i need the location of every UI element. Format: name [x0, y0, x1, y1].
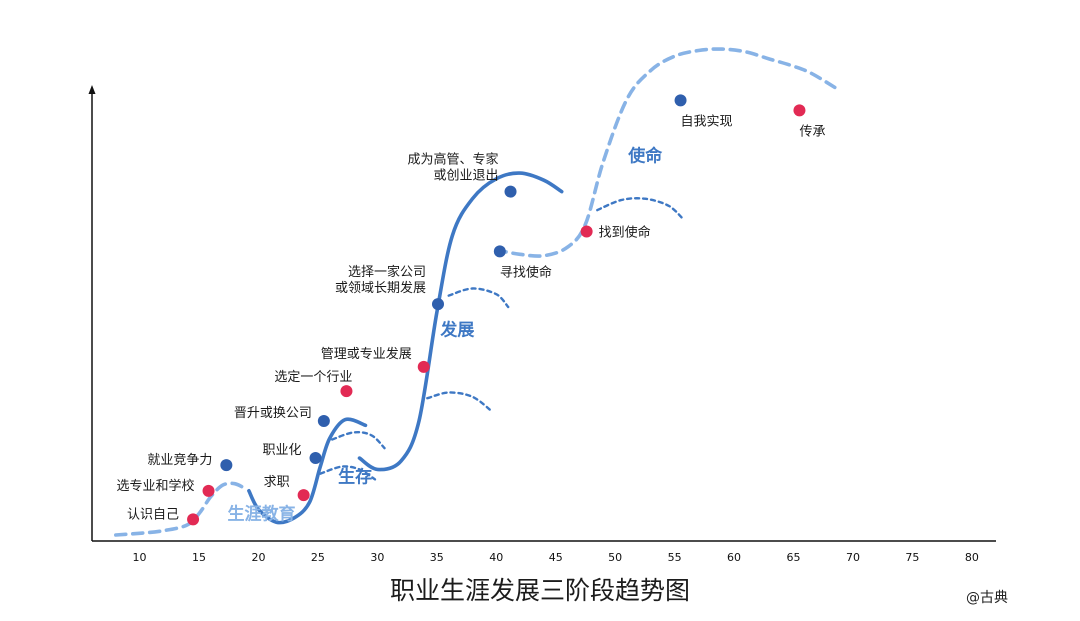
milestone-point-red — [580, 225, 593, 238]
milestone-label: 寻找使命 — [500, 264, 552, 280]
stage-curve-2-dashed — [319, 465, 377, 481]
milestone-label: 选专业和学校 — [117, 478, 195, 494]
milestone-point-red — [340, 385, 353, 398]
milestone-label: 选定一个行业 — [274, 370, 352, 385]
stage-label: 生涯教育 — [228, 503, 296, 524]
y-axis-arrow-icon — [88, 85, 96, 94]
stage-curve-3-dashed — [426, 391, 493, 413]
milestone-point-blue — [493, 245, 506, 258]
x-tick-labels: 10 15 20 25 30 35 40 45 50 55 60 65 70 75 80 — [133, 551, 979, 564]
x-tick-label: 10 — [133, 551, 147, 564]
milestone-label: 选择一家公司或领域长期发展 — [335, 264, 426, 296]
milestone-point-blue — [504, 185, 517, 198]
x-tick-label: 55 — [668, 551, 682, 564]
milestone-point-blue — [220, 459, 233, 472]
x-tick-label: 15 — [192, 551, 206, 564]
stage-curve-1-dashed — [114, 481, 249, 537]
x-tick-label: 70 — [846, 551, 860, 564]
x-tick-label: 40 — [489, 551, 503, 564]
career-curves — [114, 47, 837, 537]
milestone-point-red — [187, 513, 200, 526]
axes — [88, 85, 996, 542]
milestone-point-blue — [674, 94, 687, 107]
milestone-point-red — [793, 104, 806, 117]
stage-curve-2-dashed — [331, 430, 386, 450]
stage-curve-4-dashed — [494, 47, 837, 258]
stage-label: 使命 — [627, 146, 663, 167]
milestone-point-red — [417, 360, 430, 373]
milestone-label: 自我实现 — [681, 114, 733, 129]
stage-label: 发展 — [439, 320, 474, 341]
milestone-label: 职业化 — [263, 443, 302, 458]
milestone-label: 就业竞争力 — [147, 452, 212, 468]
stage-curve-2-solid — [247, 417, 368, 525]
x-tick-label: 80 — [965, 551, 979, 564]
milestone-point-red — [202, 484, 215, 497]
stage-label: 生存 — [338, 466, 372, 487]
x-tick-label: 60 — [727, 551, 741, 564]
stage-curve-3-solid — [357, 171, 564, 472]
chart-title: 职业生涯发展三阶段趋势图 — [389, 576, 690, 605]
x-tick-label: 45 — [549, 551, 563, 564]
x-tick-label: 20 — [251, 551, 265, 564]
milestone-point-red — [297, 489, 310, 502]
milestone-point-blue — [309, 452, 322, 465]
stage-curve-3-dashed — [447, 287, 510, 309]
milestone-label: 管理或专业发展 — [321, 346, 412, 362]
milestone-label: 晋升或换公司 — [234, 406, 312, 421]
milestone-point-blue — [317, 415, 330, 427]
milestone-label: 传承 — [799, 124, 825, 139]
x-tick-label: 30 — [370, 551, 384, 564]
milestone-label: 成为高管、专家或创业退出 — [408, 152, 499, 184]
author-signature: @古典 — [966, 590, 1008, 606]
x-tick-label: 50 — [608, 551, 622, 564]
milestone-label: 求职 — [264, 475, 290, 490]
x-tick-label: 75 — [905, 551, 919, 564]
x-tick-label: 65 — [787, 551, 801, 564]
x-tick-label: 35 — [430, 551, 444, 564]
stage-labels: 生涯教育 生存 发展 使命 — [228, 146, 664, 525]
milestone-label: 找到使命 — [599, 224, 651, 240]
milestone-point-blue — [431, 298, 444, 311]
milestone-label: 认识自己 — [127, 507, 179, 522]
x-tick-label: 25 — [311, 551, 325, 564]
stage-curve-4-dashed — [596, 197, 686, 222]
